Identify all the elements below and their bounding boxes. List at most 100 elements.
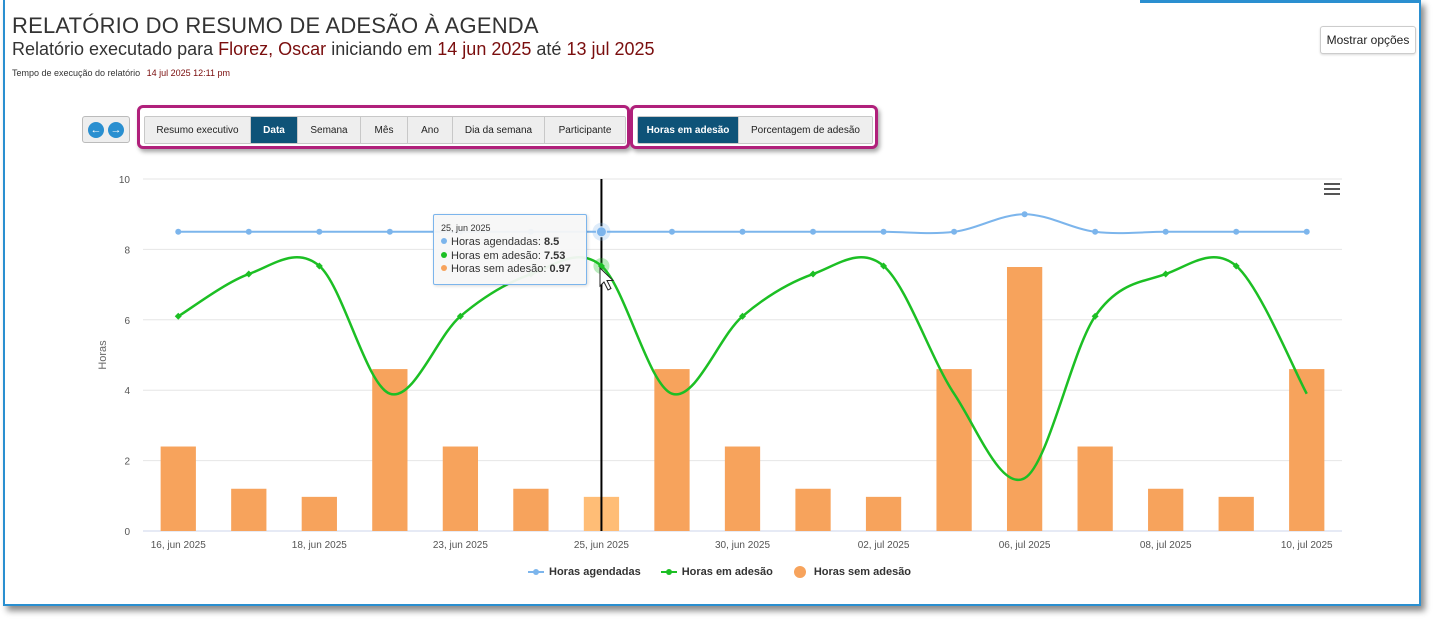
point-adherence: [880, 262, 888, 270]
bar-non-adherence: [231, 488, 267, 531]
point-scheduled: [880, 228, 887, 235]
tab-resumo-executivo[interactable]: Resumo executivo: [145, 117, 251, 143]
bar-non-adherence: [160, 446, 196, 531]
y-tick-label: 2: [124, 457, 130, 468]
legend-item-scheduled[interactable]: Horas agendadas: [528, 566, 641, 578]
non-adherence-dot-icon: [441, 265, 447, 271]
show-options-button[interactable]: Mostrar opções: [1320, 26, 1416, 54]
period-navigation: ← →: [82, 116, 130, 143]
tooltip-value: 8.5: [543, 236, 560, 248]
report-title: RELATÓRIO DO RESUMO DE ADESÃO À AGENDA: [12, 13, 539, 38]
chart-legend: Horas agendadas Horas em adesão Horas se…: [528, 566, 911, 578]
point-scheduled: [316, 228, 323, 235]
point-scheduled: [595, 226, 607, 238]
y-tick-label: 6: [124, 316, 130, 327]
frame-top-accent: [1140, 0, 1420, 3]
point-adherence: [174, 312, 182, 320]
bar-non-adherence: [301, 496, 337, 531]
y-tick-label: 4: [124, 386, 130, 397]
point-adherence: [1232, 262, 1240, 270]
bar-non-adherence: [1289, 369, 1325, 531]
bar-non-adherence: [372, 369, 408, 531]
tooltip-row: Horas em adesão: 7.53: [441, 250, 579, 264]
point-scheduled: [739, 228, 746, 235]
x-tick-label: 30, jun 2025: [715, 540, 770, 551]
point-adherence: [1162, 270, 1170, 278]
tooltip-date: 25, jun 2025: [441, 223, 491, 233]
tooltip-label: Horas agendadas: [451, 236, 538, 248]
bar-non-adherence: [724, 446, 761, 531]
point-adherence: [315, 262, 323, 270]
point-adherence: [1091, 312, 1099, 320]
tooltip-label: Horas sem adesão: [451, 263, 544, 275]
line-marker-icon: [660, 567, 677, 577]
tooltip-value: 7.53: [543, 249, 566, 262]
point-scheduled: [386, 228, 393, 235]
legend-item-adherence[interactable]: Horas em adesão: [660, 566, 773, 578]
adherence-dot-icon: [441, 251, 447, 258]
point-scheduled: [1162, 228, 1169, 235]
legend-item-non-adherence[interactable]: Horas sem adesão: [793, 566, 911, 578]
point-adherence: [245, 270, 253, 278]
arrow-right-icon[interactable]: →: [108, 121, 124, 138]
line-marker-icon: [528, 567, 544, 577]
arrow-left-icon[interactable]: ←: [88, 121, 104, 138]
x-tick-label: 08, jul 2025: [1140, 540, 1192, 551]
point-adherence: [739, 312, 746, 320]
metric-tab-group: Horas em adesão Porcentagem de adesão: [630, 105, 878, 149]
chart-menu-icon[interactable]: [1324, 183, 1340, 195]
point-adherence: [456, 312, 464, 320]
period-tabs: Resumo executivo Data Semana Mês Ano Dia…: [144, 116, 626, 144]
bar-non-adherence: [865, 496, 902, 531]
hover-halo-scheduled: [592, 222, 611, 241]
tab-ano[interactable]: Ano: [408, 117, 453, 143]
subtitle-prefix: Relatório executado para: [12, 39, 214, 59]
x-tick-label: 18, jun 2025: [292, 540, 347, 551]
bar-non-adherence: [654, 369, 690, 531]
legend-label: Horas sem adesão: [813, 566, 912, 578]
x-tick-label: 16, jun 2025: [151, 540, 206, 551]
point-scheduled: [1303, 228, 1310, 235]
end-date: 13 jul 2025: [566, 39, 655, 59]
x-tick-label: 23, jun 2025: [433, 540, 488, 551]
person-name: Florez, Oscar: [218, 39, 327, 59]
x-tick-label: 06, jul 2025: [999, 540, 1051, 551]
execution-time-value: 14 jul 2025 12:11 pm: [146, 68, 231, 78]
report-subtitle: Relatório executado para Florez, Oscar i…: [12, 39, 655, 60]
y-tick-label: 8: [124, 245, 130, 256]
execution-time: Tempo de execução do relatório 14 jul 20…: [12, 68, 230, 78]
x-tick-label: 25, jun 2025: [574, 540, 629, 551]
point-adherence: [809, 270, 817, 278]
bar-non-adherence: [1218, 496, 1254, 531]
point-scheduled: [810, 228, 817, 235]
tab-porcentagem-de-adesao[interactable]: Porcentagem de adesão: [739, 117, 872, 143]
tab-participante[interactable]: Participante: [545, 117, 625, 143]
x-tick-label: 02, jul 2025: [858, 540, 910, 551]
execution-time-label: Tempo de execução do relatório: [12, 68, 141, 78]
period-tab-group: Resumo executivo Data Semana Mês Ano Dia…: [137, 105, 630, 149]
point-scheduled: [175, 228, 182, 235]
x-tick-label: 10, jul 2025: [1281, 540, 1333, 551]
tab-data[interactable]: Data: [251, 117, 298, 143]
bar-non-adherence: [442, 446, 479, 531]
start-date: 14 jun 2025: [437, 39, 532, 59]
y-axis-title: Horas: [97, 340, 109, 370]
scheduled-dot-icon: [441, 238, 447, 244]
bar-non-adherence: [1006, 267, 1043, 531]
tab-horas-em-adesao[interactable]: Horas em adesão: [638, 117, 739, 143]
chart-tooltip: 25, jun 2025 Horas agendadas: 8.5 Horas …: [433, 214, 587, 285]
point-scheduled: [668, 228, 675, 235]
mouse-cursor-icon: [599, 266, 615, 291]
tab-semana[interactable]: Semana: [298, 117, 361, 143]
point-scheduled: [1021, 211, 1028, 218]
tooltip-row: Horas sem adesão: 0.97: [441, 263, 579, 277]
point-scheduled: [1233, 228, 1240, 235]
tab-mes[interactable]: Mês: [361, 117, 408, 143]
tab-dia-da-semana[interactable]: Dia da semana: [453, 117, 545, 143]
y-tick-label: 10: [119, 175, 131, 186]
metric-tabs: Horas em adesão Porcentagem de adesão: [637, 116, 873, 144]
bar-non-adherence: [513, 488, 549, 531]
subtitle-mid: iniciando em: [331, 39, 433, 59]
